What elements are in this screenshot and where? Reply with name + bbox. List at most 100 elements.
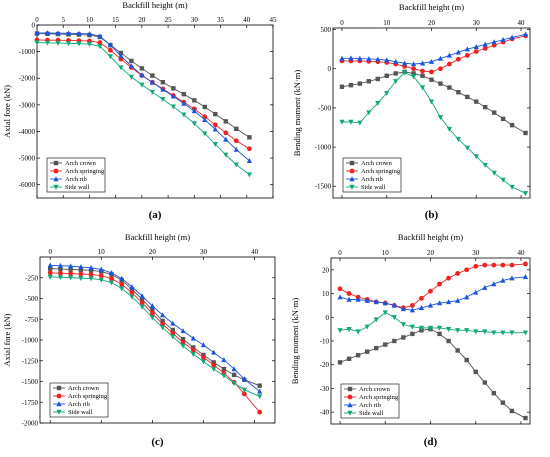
data-point [200,342,207,348]
data-point [88,268,94,273]
data-point [346,356,352,361]
y-tick-label: -1500 [315,183,332,191]
legend-label: Arch crown [68,385,100,392]
data-point [455,297,461,303]
legend-swatch-marker [53,184,59,190]
series-arch-springing [339,33,528,75]
series-side-wall [339,70,529,197]
data-point [221,373,227,379]
data-point [418,305,425,310]
data-point [58,270,63,276]
data-point [192,98,197,103]
data-point [522,31,529,37]
plot-frame [36,24,274,199]
data-point [201,352,206,358]
y-tick-label: -6000 [19,181,36,189]
data-point [357,55,363,61]
legend-label: Arch crown [359,386,391,393]
legend-swatch-marker [53,176,59,182]
data-point [98,277,104,283]
data-point [384,57,390,63]
y-tick-label: -500 [318,104,331,112]
data-point [464,46,470,52]
data-point [180,343,186,349]
data-point [346,326,352,332]
data-point [150,73,155,78]
data-point [375,56,381,62]
data-point [420,73,425,78]
data-point [438,81,443,86]
y-tick-label: -2000 [22,420,39,428]
data-point [57,262,64,268]
y-axis-title: Axial fore (kN) [2,313,12,366]
y-tick-label: 0 [326,314,330,322]
legend-swatch-marker [349,176,355,182]
data-point [455,137,461,143]
data-point [436,300,443,306]
data-point [107,42,114,48]
x-tick-label: 30 [191,16,199,24]
data-point [139,72,145,78]
legend-swatch-marker [56,401,62,407]
chart-panel-c: 0 10 20 30 40 -250 -500 -750 -1000 -1250 -1500 -175… [2,232,276,448]
data-point [65,41,72,47]
data-point [465,94,470,100]
data-point [98,273,104,279]
data-point [88,276,94,282]
data-point [139,297,145,302]
legend-label: Arch rib [361,176,383,183]
data-point [129,284,135,290]
data-point [500,262,506,268]
data-point [509,408,515,414]
data-point [509,122,515,128]
y-axis-title: Bending moment (kN·m) [292,70,302,157]
data-point [393,58,399,64]
data-point [402,60,408,66]
data-point [482,262,488,268]
data-point [375,101,381,107]
data-point [446,126,453,132]
x-tick-label: 35 [217,16,225,24]
data-point [446,338,451,344]
x-tick-label: 0 [340,19,344,27]
data-point [411,71,416,76]
legend-swatch-marker [56,393,62,399]
data-point [170,334,176,340]
x-tick-label: 0 [35,16,39,24]
data-point [522,191,529,197]
data-point [447,85,452,90]
data-point [420,68,425,74]
data-point [76,30,82,36]
data-point [129,58,134,64]
data-point [211,362,217,368]
data-point [191,108,197,114]
data-point [339,84,345,89]
data-point [88,272,94,277]
data-point [455,328,461,334]
data-point [455,271,461,276]
data-point [491,39,497,45]
data-point [382,300,388,306]
data-point [523,130,528,136]
data-point [160,86,166,92]
series-arch-rib [47,262,263,394]
data-point [374,345,379,351]
data-point [482,380,487,385]
x-tick-label: 5 [61,16,65,24]
series-arch-springing [337,261,528,311]
series-line [50,264,260,392]
chart-panel-a: 0 5 10 15 20 25 30 35 40 45 0 -1000 -2000 -3000 -4000 -… [2,0,277,221]
data-point [231,380,237,386]
data-point [257,409,263,415]
data-point [384,73,389,78]
data-point [393,71,398,76]
data-point [78,271,84,277]
data-point [411,66,416,72]
panel-label: (c) [151,436,164,448]
data-point [257,394,263,400]
data-point [437,281,442,287]
data-point [410,61,417,67]
data-point [170,93,176,99]
